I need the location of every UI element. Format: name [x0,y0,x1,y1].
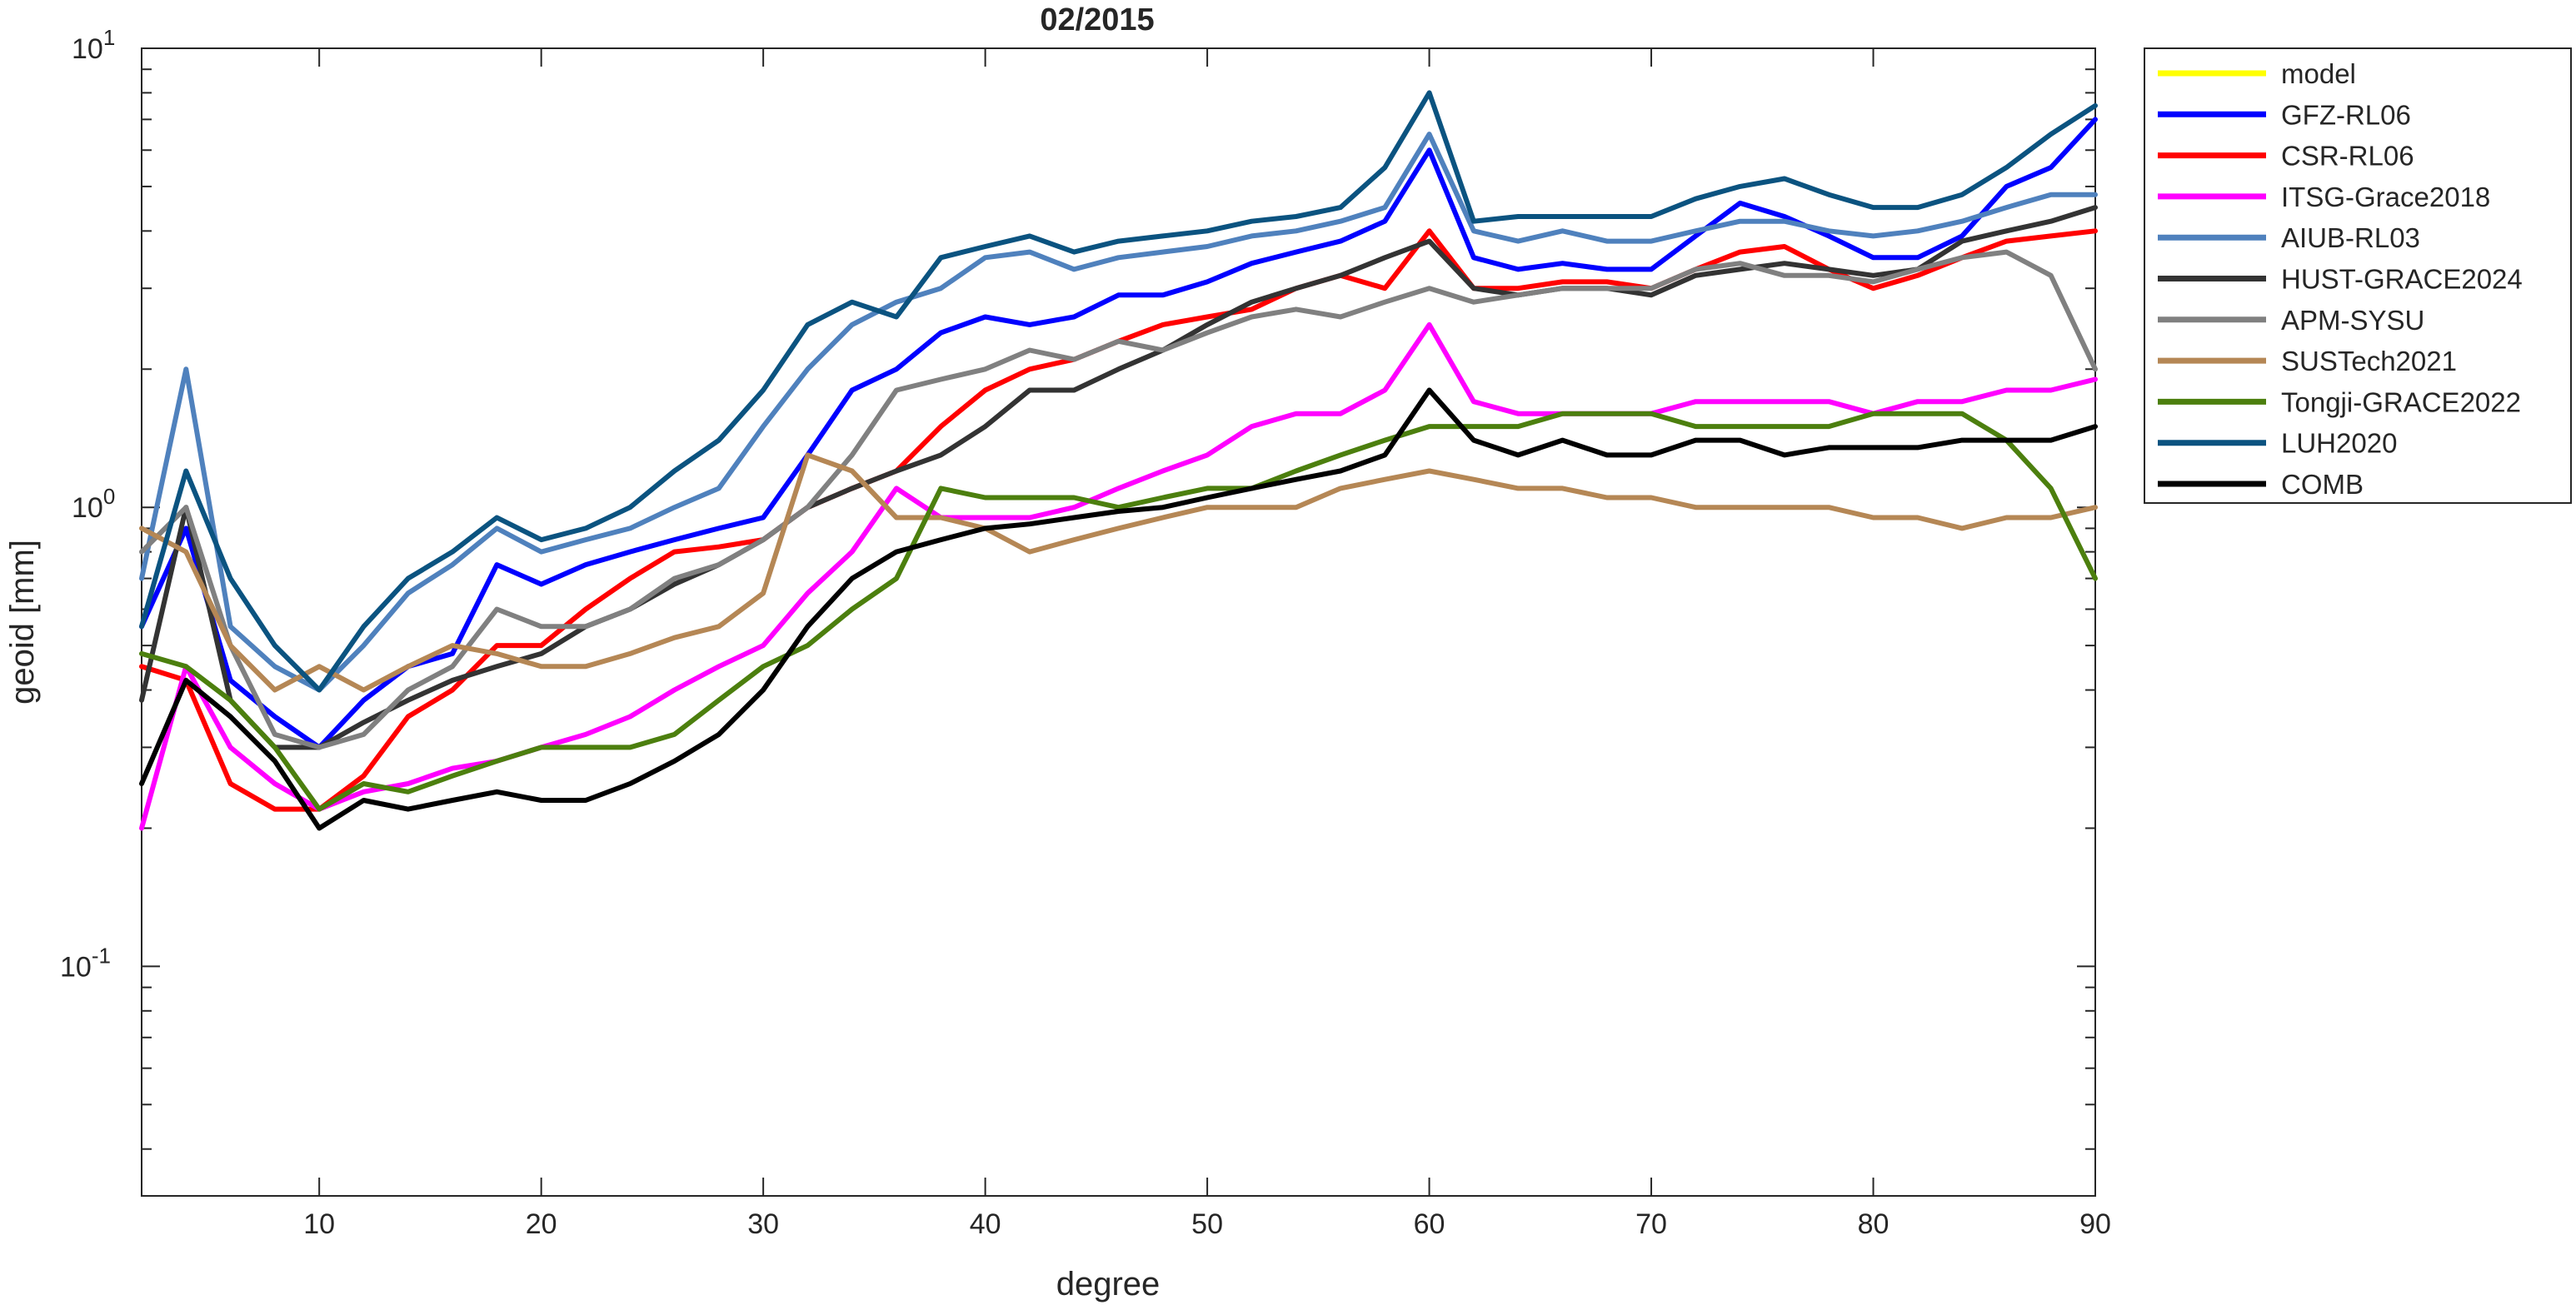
legend-label: ITSG-Grace2018 [2281,182,2490,212]
x-tick-label: 80 [1858,1208,1890,1240]
x-tick-label: 40 [970,1208,1001,1240]
x-tick-label: 30 [747,1208,779,1240]
x-axis-label: degree [1056,1266,1161,1303]
series-line-itsg-grace2018 [139,321,2098,831]
x-tick-label: 10 [303,1208,335,1240]
legend-label: model [2281,58,2356,89]
legend-label: COMB [2281,469,2364,500]
series-line-comb [139,387,2098,831]
y-tick-label: 100 [72,484,115,524]
legend: model GFZ-RL06 CSR-RL06 ITSG-Grace2018 AIUB-… [2144,47,2572,504]
x-tick-label: 60 [1414,1208,1445,1240]
y-axis-label: geoid [mm] [4,540,41,705]
legend-label: LUH2020 [2281,428,2397,459]
x-tick-label: 50 [1191,1208,1223,1240]
y-tick-label: 10-1 [60,943,111,983]
series-line-sustech2021 [139,452,2098,693]
series-line-luh2020 [139,90,2098,693]
x-tick-label: 90 [2079,1208,2111,1240]
legend-label: Tongji-GRACE2022 [2281,386,2521,417]
legend-label: HUST-GRACE2024 [2281,264,2523,295]
series-line-hust-grace2024 [139,205,2098,750]
legend-label: CSR-RL06 [2281,141,2414,172]
series-line-gfz-rl06 [139,117,2098,750]
series-line-aiub-rl03 [139,132,2098,693]
x-tick-label: 20 [526,1208,557,1240]
plot-area [141,47,2096,1197]
legend-label: APM-SYSU [2281,305,2424,336]
series-line-tongji-grace2022 [139,411,2098,812]
y-tick-label: 101 [72,25,115,65]
legend-label: GFZ-RL06 [2281,99,2411,130]
x-tick-label: 70 [1635,1208,1667,1240]
legend-label: SUSTech2021 [2281,346,2457,376]
chart-title: 02/2015 [1040,2,1154,37]
legend-label: AIUB-RL03 [2281,222,2420,253]
